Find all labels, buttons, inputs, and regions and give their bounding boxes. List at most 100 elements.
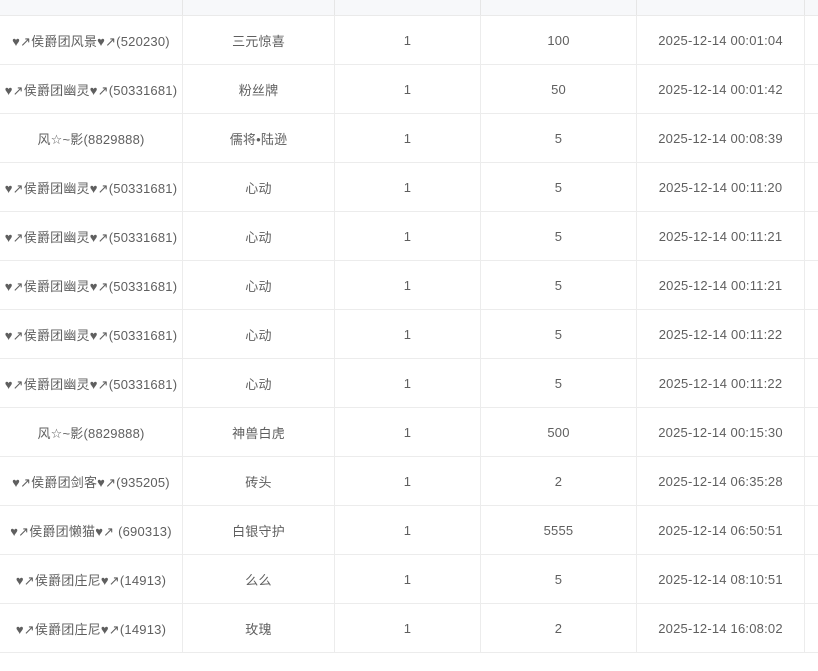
cell-quantity: 1 [335,163,481,211]
cell-extra-cropped [805,212,818,260]
cell-username: ♥↗侯爵团幽灵♥↗(50331681) [0,163,183,211]
cell-quantity: 1 [335,457,481,505]
cell-value: 5 [481,114,637,162]
cell-quantity: 1 [335,65,481,113]
cell-username: ♥↗侯爵团幽灵♥↗(50331681) [0,261,183,309]
cell-extra-cropped [805,310,818,358]
table-body: ♥↗侯爵团风景♥↗(520230) 三元惊喜 1 100 2025-12-14 … [0,16,818,653]
cell-gift-name: 三元惊喜 [183,16,335,64]
header-cell-value-cropped [481,0,637,15]
cell-extra-cropped [805,65,818,113]
table-header-cropped [0,0,818,16]
cell-extra-cropped [805,114,818,162]
cell-extra-cropped [805,555,818,603]
cell-gift-name: 么么 [183,555,335,603]
cell-timestamp: 2025-12-14 06:50:51 [637,506,805,554]
cell-quantity: 1 [335,555,481,603]
cell-quantity: 1 [335,261,481,309]
cell-timestamp: 2025-12-14 08:10:51 [637,555,805,603]
table-row: ♥↗侯爵团幽灵♥↗(50331681) 心动 1 5 2025-12-14 00… [0,359,818,408]
cell-gift-name: 心动 [183,261,335,309]
cell-gift-name: 心动 [183,212,335,260]
cell-username: ♥↗侯爵团庄尼♥↗(14913) [0,555,183,603]
cell-extra-cropped [805,457,818,505]
cell-value: 5 [481,212,637,260]
cell-timestamp: 2025-12-14 00:11:22 [637,359,805,407]
table-row: ♥↗侯爵团幽灵♥↗(50331681) 心动 1 5 2025-12-14 00… [0,163,818,212]
cell-value: 100 [481,16,637,64]
cell-username: ♥↗侯爵团幽灵♥↗(50331681) [0,212,183,260]
table-row: ♥↗侯爵团庄尼♥↗(14913) 么么 1 5 2025-12-14 08:10… [0,555,818,604]
cell-quantity: 1 [335,506,481,554]
header-cell-timestamp-cropped [637,0,805,15]
header-cell-quantity-cropped [335,0,481,15]
table-row: ♥↗侯爵团幽灵♥↗(50331681) 心动 1 5 2025-12-14 00… [0,212,818,261]
cell-gift-name: 儒将•陆逊 [183,114,335,162]
cell-timestamp: 2025-12-14 00:11:21 [637,261,805,309]
cell-value: 2 [481,604,637,652]
cell-timestamp: 2025-12-14 00:11:22 [637,310,805,358]
cell-username: 风☆~影(8829888) [0,114,183,162]
cell-extra-cropped [805,163,818,211]
header-cell-extra-cropped [805,0,818,15]
cell-gift-name: 心动 [183,310,335,358]
cell-extra-cropped [805,408,818,456]
cell-value: 5 [481,310,637,358]
cell-value: 5 [481,555,637,603]
cell-quantity: 1 [335,408,481,456]
cell-value: 5 [481,261,637,309]
cell-value: 5 [481,163,637,211]
header-cell-user-cropped [0,0,183,15]
cell-timestamp: 2025-12-14 00:15:30 [637,408,805,456]
cell-gift-name: 心动 [183,359,335,407]
cell-timestamp: 2025-12-14 00:11:20 [637,163,805,211]
table-row: 风☆~影(8829888) 儒将•陆逊 1 5 2025-12-14 00:08… [0,114,818,163]
table-row: ♥↗侯爵团庄尼♥↗(14913) 玫瑰 1 2 2025-12-14 16:08… [0,604,818,653]
cell-timestamp: 2025-12-14 00:08:39 [637,114,805,162]
table-row: ♥↗侯爵团风景♥↗(520230) 三元惊喜 1 100 2025-12-14 … [0,16,818,65]
cell-quantity: 1 [335,212,481,260]
cell-gift-name: 心动 [183,163,335,211]
cell-extra-cropped [805,261,818,309]
cell-username: ♥↗侯爵团幽灵♥↗(50331681) [0,310,183,358]
cell-gift-name: 神兽白虎 [183,408,335,456]
header-cell-item-cropped [183,0,335,15]
cell-value: 2 [481,457,637,505]
table-row: ♥↗侯爵团剑客♥↗(935205) 砖头 1 2 2025-12-14 06:3… [0,457,818,506]
cell-gift-name: 玫瑰 [183,604,335,652]
cell-value: 500 [481,408,637,456]
table-row: ♥↗侯爵团懒猫♥↗ (690313) 白银守护 1 5555 2025-12-1… [0,506,818,555]
cell-timestamp: 2025-12-14 00:01:42 [637,65,805,113]
cell-quantity: 1 [335,310,481,358]
table-row: 风☆~影(8829888) 神兽白虎 1 500 2025-12-14 00:1… [0,408,818,457]
cell-username: ♥↗侯爵团懒猫♥↗ (690313) [0,506,183,554]
cell-timestamp: 2025-12-14 00:11:21 [637,212,805,260]
cell-username: ♥↗侯爵团庄尼♥↗(14913) [0,604,183,652]
cell-gift-name: 砖头 [183,457,335,505]
cell-timestamp: 2025-12-14 06:35:28 [637,457,805,505]
cell-username: ♥↗侯爵团剑客♥↗(935205) [0,457,183,505]
cell-extra-cropped [805,16,818,64]
cell-quantity: 1 [335,16,481,64]
cell-value: 5555 [481,506,637,554]
table-row: ♥↗侯爵团幽灵♥↗(50331681) 粉丝牌 1 50 2025-12-14 … [0,65,818,114]
table-row: ♥↗侯爵团幽灵♥↗(50331681) 心动 1 5 2025-12-14 00… [0,261,818,310]
cell-gift-name: 白银守护 [183,506,335,554]
cell-quantity: 1 [335,604,481,652]
cell-value: 5 [481,359,637,407]
cell-timestamp: 2025-12-14 00:01:04 [637,16,805,64]
cell-username: ♥↗侯爵团幽灵♥↗(50331681) [0,65,183,113]
cell-extra-cropped [805,506,818,554]
cell-username: 风☆~影(8829888) [0,408,183,456]
cell-quantity: 1 [335,114,481,162]
cell-extra-cropped [805,604,818,652]
cell-username: ♥↗侯爵团幽灵♥↗(50331681) [0,359,183,407]
cell-username: ♥↗侯爵团风景♥↗(520230) [0,16,183,64]
cell-value: 50 [481,65,637,113]
cell-gift-name: 粉丝牌 [183,65,335,113]
cell-quantity: 1 [335,359,481,407]
table-row: ♥↗侯爵团幽灵♥↗(50331681) 心动 1 5 2025-12-14 00… [0,310,818,359]
cell-extra-cropped [805,359,818,407]
cell-timestamp: 2025-12-14 16:08:02 [637,604,805,652]
